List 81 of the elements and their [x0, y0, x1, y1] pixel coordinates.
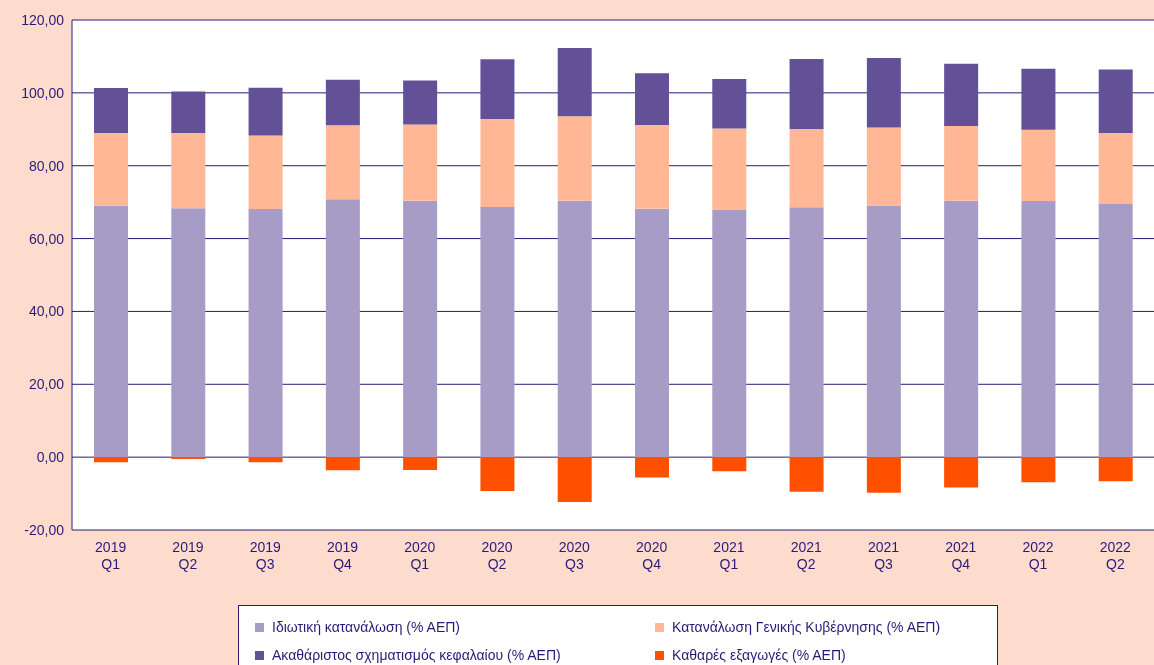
x-tick-label: 2020 Q3: [558, 539, 591, 572]
bar: [1098, 457, 1133, 482]
bar: [1021, 68, 1056, 130]
legend-label: Ακαθάριστος σχηματισμός κεφαλαίου (% ΑΕΠ): [272, 647, 561, 663]
y-tick-label: 100,00: [21, 84, 65, 101]
bar: [712, 457, 747, 472]
bar: [325, 125, 360, 200]
bar: [635, 457, 669, 478]
x-tick-label: 2021 Q2: [790, 539, 822, 572]
bar: [789, 457, 824, 492]
bar: [635, 208, 669, 458]
x-tick-label: 2019 Q4: [326, 539, 359, 572]
x-tick-label: 2022 Q2: [1099, 539, 1132, 572]
bar: [171, 208, 206, 458]
bar: [1098, 203, 1133, 458]
x-tick-label: 2020 Q1: [404, 539, 436, 572]
bar: [789, 207, 824, 458]
bar: [866, 457, 901, 493]
bar: [557, 48, 592, 117]
bar: [866, 57, 901, 128]
x-tick-label: 2019 Q3: [249, 539, 281, 572]
bar: [325, 79, 360, 126]
bar: [944, 126, 979, 201]
bar: [94, 457, 128, 463]
x-tick-label: 2021 Q4: [945, 539, 977, 572]
bar: [403, 124, 438, 201]
legend-label: Ιδιωτική κατανάλωση (% ΑΕΠ): [272, 619, 460, 635]
bar: [944, 63, 979, 127]
y-tick-label: 40,00: [28, 303, 65, 320]
bar: [94, 132, 128, 206]
y-tick-label: 80,00: [28, 157, 65, 174]
x-tick-label: 2019 Q1: [95, 539, 127, 572]
bar: [248, 457, 283, 463]
bar: [1098, 69, 1133, 133]
legend-label: Καθαρές εξαγωγές (% ΑΕΠ): [672, 647, 846, 663]
bar: [248, 87, 283, 136]
x-tick-label: 2021 Q3: [867, 539, 900, 572]
y-tick-label: 120,00: [21, 11, 65, 28]
y-tick-label: 60,00: [28, 230, 65, 247]
bar: [1021, 457, 1056, 483]
bar: [557, 457, 592, 502]
bar: [248, 135, 283, 210]
y-tick-label: -20,00: [24, 521, 65, 538]
bar: [557, 116, 592, 201]
legend-label: Κατανάλωση Γενικής Κυβέρνησης (% ΑΕΠ): [672, 619, 941, 635]
x-tick-label: 2021 Q1: [713, 539, 745, 572]
bar: [403, 457, 438, 470]
bar: [1021, 201, 1056, 458]
x-tick-label: 2020 Q2: [481, 539, 513, 572]
bar: [171, 91, 206, 133]
bar: [480, 457, 515, 492]
bar: [866, 205, 901, 458]
bar: [325, 199, 360, 458]
x-tick-label: 2022 Q1: [1022, 539, 1054, 572]
bar: [635, 124, 669, 209]
bar: [789, 58, 824, 129]
bar: [403, 80, 438, 125]
bar: [94, 88, 128, 133]
bar: [325, 457, 360, 471]
y-tick-label: 0,00: [36, 449, 65, 466]
y-tick-label: 20,00: [28, 376, 65, 393]
bar: [712, 79, 747, 129]
bar: [557, 200, 592, 458]
bar: [1098, 132, 1133, 204]
bar: [248, 209, 283, 458]
bar: [712, 209, 747, 458]
bar: [944, 200, 979, 458]
bar: [944, 457, 979, 488]
bar: [712, 128, 747, 210]
bar: [480, 119, 515, 207]
bar: [866, 127, 901, 206]
bar: [171, 132, 206, 209]
x-tick-label: 2020 Q4: [636, 539, 668, 572]
bar: [94, 205, 128, 458]
bar: [1021, 129, 1056, 202]
bar: [480, 59, 515, 120]
bar: [635, 73, 669, 125]
bar: [789, 128, 824, 208]
bar: [480, 206, 515, 458]
x-tick-label: 2019 Q2: [172, 539, 204, 572]
bar: [403, 200, 438, 458]
